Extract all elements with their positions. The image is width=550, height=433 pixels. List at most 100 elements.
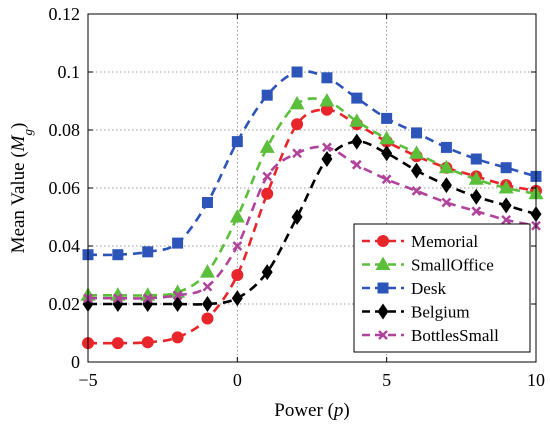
- y-tick-label: 0: [71, 352, 80, 372]
- x-marker-stroke: [378, 330, 388, 340]
- data-point-bottlessmall: [441, 197, 452, 208]
- data-point-desk: [321, 72, 333, 84]
- data-point-smalloffice: [199, 264, 215, 278]
- x-axis-label: Power (p): [274, 400, 349, 421]
- data-point-smalloffice: [289, 95, 305, 110]
- data-point-memorial: [201, 312, 214, 325]
- data-point-bottlessmall: [322, 142, 332, 153]
- y-tick-label: 0.04: [49, 236, 81, 256]
- data-point-memorial: [320, 103, 333, 116]
- data-point-smalloffice: [438, 159, 454, 174]
- data-point-belgium: [351, 133, 363, 150]
- series-line-memorial: [87, 108, 537, 345]
- data-point-smalloffice: [319, 93, 335, 107]
- data-point-bottlessmall: [381, 174, 392, 185]
- data-point-memorial: [111, 337, 124, 350]
- data-point-belgium: [261, 264, 273, 281]
- data-point-desk: [500, 162, 512, 174]
- data-point-belgium: [440, 177, 452, 194]
- data-point-belgium: [500, 197, 512, 214]
- x-marker-stroke: [262, 171, 273, 182]
- x-marker-stroke: [172, 290, 183, 301]
- data-point-memorial: [261, 187, 274, 200]
- y-tick-label: 0.02: [49, 294, 81, 314]
- x-marker-stroke: [501, 215, 512, 225]
- data-point-desk: [142, 246, 154, 258]
- x-tick-label: 0: [233, 370, 242, 390]
- x-marker-stroke: [202, 281, 213, 292]
- data-point-bottlessmall: [292, 148, 302, 159]
- data-point-belgium: [231, 290, 243, 307]
- data-point-desk: [381, 112, 393, 124]
- data-point-desk: [470, 153, 482, 165]
- data-point-desk: [172, 237, 184, 249]
- data-point-belgium: [321, 151, 333, 167]
- legend-item-bottlessmall: BottlesSmall: [362, 326, 499, 345]
- legend-label: BottlesSmall: [411, 326, 499, 345]
- data-point-desk: [231, 136, 243, 148]
- data-point-bottlessmall: [471, 206, 482, 217]
- x-marker-stroke: [322, 142, 332, 153]
- data-point-bottlessmall: [262, 171, 273, 182]
- data-point-belgium: [201, 296, 213, 312]
- x-tick-label: −5: [78, 370, 97, 390]
- data-point-smalloffice: [409, 145, 425, 159]
- x-marker-stroke: [142, 293, 153, 304]
- legend-marker: [375, 256, 391, 270]
- data-point-desk: [291, 66, 303, 78]
- data-point-bottlessmall: [142, 293, 153, 304]
- legend-item-memorial: Memorial: [362, 232, 478, 251]
- series-line-bottlessmall: [87, 145, 537, 300]
- legend: Memorial SmallOffice Desk Belgium BottlesSma…: [353, 223, 531, 353]
- data-point-bottlessmall: [112, 293, 123, 304]
- x-marker-stroke: [232, 241, 243, 251]
- data-point-smalloffice: [468, 171, 484, 185]
- legend-marker: [377, 235, 389, 247]
- data-point-memorial: [291, 118, 304, 131]
- legend-item-smalloffice: SmallOffice: [362, 256, 494, 275]
- data-point-smalloffice: [379, 130, 395, 145]
- data-point-smalloffice: [229, 209, 245, 223]
- data-point-bottlessmall: [501, 215, 512, 225]
- legend-marker: [378, 330, 388, 340]
- data-point-smalloffice: [498, 180, 514, 194]
- data-point-smalloffice: [349, 113, 365, 127]
- data-point-smalloffice: [259, 139, 275, 153]
- x-marker-stroke: [411, 186, 422, 196]
- data-point-bottlessmall: [351, 159, 362, 170]
- data-point-desk: [201, 197, 213, 208]
- data-point-bottlessmall: [202, 281, 213, 292]
- legend-label: Belgium: [411, 303, 470, 322]
- series-layer: [80, 66, 544, 350]
- y-axis-label: Mean Value (Mg): [8, 123, 35, 254]
- x-marker-stroke: [112, 293, 123, 304]
- data-point-belgium: [172, 296, 184, 312]
- data-point-memorial: [171, 331, 184, 344]
- data-point-memorial: [141, 336, 154, 349]
- x-tick-label: 5: [382, 370, 391, 390]
- data-point-belgium: [381, 145, 393, 162]
- series-belgium: [82, 133, 542, 312]
- series-line-desk: [87, 69, 537, 257]
- legend-marker: [377, 282, 389, 294]
- series-line-smalloffice: [88, 97, 537, 297]
- legend-marker: [377, 303, 389, 320]
- x-tick-label: 10: [527, 370, 545, 390]
- data-point-belgium: [411, 162, 423, 179]
- y-tick-label: 0.08: [49, 120, 81, 140]
- legend-label: Memorial: [411, 232, 478, 251]
- x-marker-stroke: [471, 206, 482, 217]
- y-tick-label: 0.12: [49, 4, 81, 24]
- data-point-desk: [411, 127, 423, 139]
- data-point-belgium: [291, 209, 303, 225]
- x-marker-stroke: [292, 148, 302, 159]
- data-point-desk: [351, 92, 363, 104]
- y-tick-label: 0.1: [58, 62, 81, 82]
- legend-item-belgium: Belgium: [362, 303, 470, 322]
- x-marker-stroke: [351, 159, 362, 170]
- data-point-desk: [112, 249, 124, 261]
- x-marker-stroke: [441, 197, 452, 208]
